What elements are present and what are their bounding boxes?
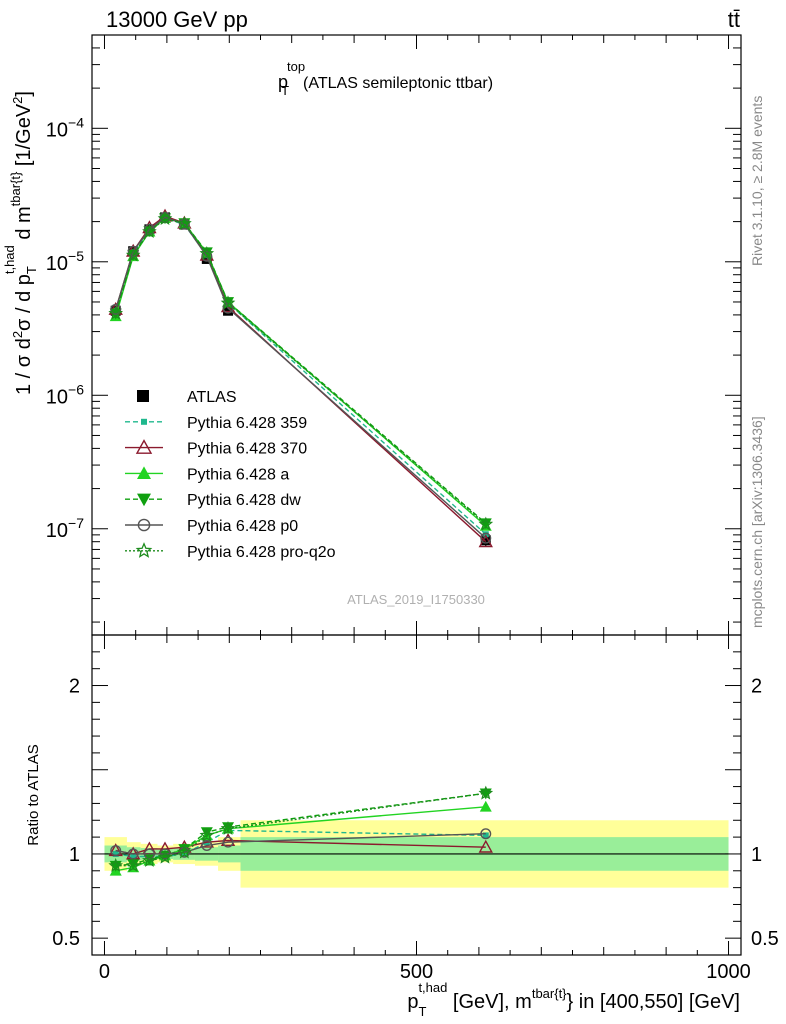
series-point-ratio <box>178 844 191 855</box>
atlas-data-point <box>223 305 234 316</box>
ratio-y-tick-label: 1 <box>69 844 80 866</box>
ratio-y-tick-label-right: 1 <box>751 844 762 866</box>
analysis-label: ATLAS_2019_I1750330 <box>347 592 485 607</box>
atlas-data-point <box>201 253 212 264</box>
series-point-ratio <box>478 785 494 800</box>
series-line-main <box>115 216 487 539</box>
series-point-ratio <box>130 853 137 860</box>
series-point-ratio <box>142 853 157 867</box>
legend-label-atlas: ATLAS <box>187 389 237 406</box>
ratio-y-tick-label: 0.5 <box>52 928 80 950</box>
series-point-main <box>110 303 122 315</box>
series-point-ratio <box>159 848 171 860</box>
x-tick-label: 1000 <box>706 961 751 983</box>
series-point-main <box>220 295 236 310</box>
series-point-ratio <box>478 839 493 853</box>
series-point-main <box>125 247 141 262</box>
series-point-ratio <box>157 849 173 864</box>
y-axis-label: 1 / σ d2σ / d pTt,had d mtbar{t} [1/GeV2… <box>2 91 39 395</box>
ratio-y-tick-label-right: 2 <box>751 676 762 698</box>
legend-marker <box>141 418 147 425</box>
ratio-y-axis-label: Ratio to ATLAS <box>25 744 42 845</box>
x-tick-label: 500 <box>400 961 433 983</box>
series-point-ratio <box>108 857 124 872</box>
series-line-main <box>115 218 487 525</box>
series-line-main <box>115 217 487 535</box>
series-point-ratio <box>222 836 234 848</box>
y-tick-label: 10−7 <box>46 515 84 542</box>
series-point-ratio <box>200 827 213 839</box>
series-point-main <box>200 247 213 259</box>
ratio-y-tick-label: 2 <box>69 676 80 698</box>
legend-marker <box>137 466 151 479</box>
atlas-data-point <box>480 535 491 546</box>
series-line-ratio <box>115 833 486 855</box>
series-point-ratio <box>479 800 492 812</box>
ratio-frame <box>91 634 742 956</box>
series-point-ratio <box>220 833 236 846</box>
series-point-main <box>142 224 157 238</box>
legend-label: Pythia 6.428 pro-q2o <box>187 544 336 561</box>
series-line-ratio <box>115 792 486 867</box>
series-point-ratio <box>110 845 122 857</box>
y-tick-label: 10−4 <box>46 114 84 141</box>
legend-label: Pythia 6.428 p0 <box>187 518 298 535</box>
mcplots-label: mcplots.cern.ch [arXiv:1306.3436] <box>749 416 765 628</box>
legend-marker <box>135 542 153 558</box>
main-panel: 10−7 10−6 10−5 10−4 <box>46 34 742 636</box>
series-point-main <box>482 531 489 538</box>
series-point-ratio <box>222 822 235 833</box>
series-point-main <box>478 534 493 548</box>
series-point-main <box>177 215 192 230</box>
legend-label: Pythia 6.428 370 <box>187 441 307 458</box>
series-point-ratio <box>480 828 492 840</box>
legend-marker <box>135 439 153 454</box>
series-point-ratio <box>127 859 140 871</box>
chart-title: ptop T (ATLAS semileptonic ttbar) <box>278 59 493 98</box>
series-point-main <box>199 246 215 260</box>
series-point-ratio <box>201 840 213 852</box>
series-point-ratio <box>220 820 236 835</box>
legend-marker <box>137 493 151 507</box>
legend-label: Pythia 6.428 a <box>187 466 289 483</box>
series-line-main <box>115 217 487 527</box>
legend-marker <box>137 518 151 532</box>
legend: ATLAS Pythia 6.428 359 Pythia 6.428 370 Pyt… <box>125 389 336 561</box>
y-tick-label: 10−6 <box>46 381 84 408</box>
x-tick-label: 0 <box>99 961 110 983</box>
series-point-main <box>157 211 173 225</box>
process-label: tt̄ <box>728 7 740 32</box>
series-point-ratio <box>177 844 192 859</box>
ratio-y-tick-label-right: 0.5 <box>751 928 779 950</box>
series-point-main <box>201 250 213 262</box>
series-point-ratio <box>112 850 119 857</box>
rivet-label: Rivet 3.1.10, ≥ 2.8M events <box>749 96 765 266</box>
y-tick-label: 10−5 <box>46 248 84 275</box>
x-axis-label: pTt,had [GeV], mtbar{t}} in [400,550] [G… <box>407 980 740 1019</box>
legend-label: Pythia 6.428 359 <box>187 415 307 432</box>
series-point-ratio <box>143 848 155 860</box>
series-point-ratio <box>125 857 141 872</box>
legend-marker-atlas <box>137 390 149 402</box>
series-point-main <box>480 532 492 544</box>
series-point-ratio <box>199 827 215 842</box>
energy-label: 13000 GeV pp <box>106 7 248 32</box>
legend-label: Pythia 6.428 dw <box>187 492 301 509</box>
series-point-ratio <box>143 854 156 865</box>
series-point-ratio <box>482 832 489 839</box>
series-point-main <box>478 516 494 531</box>
series-point-main <box>108 305 124 320</box>
